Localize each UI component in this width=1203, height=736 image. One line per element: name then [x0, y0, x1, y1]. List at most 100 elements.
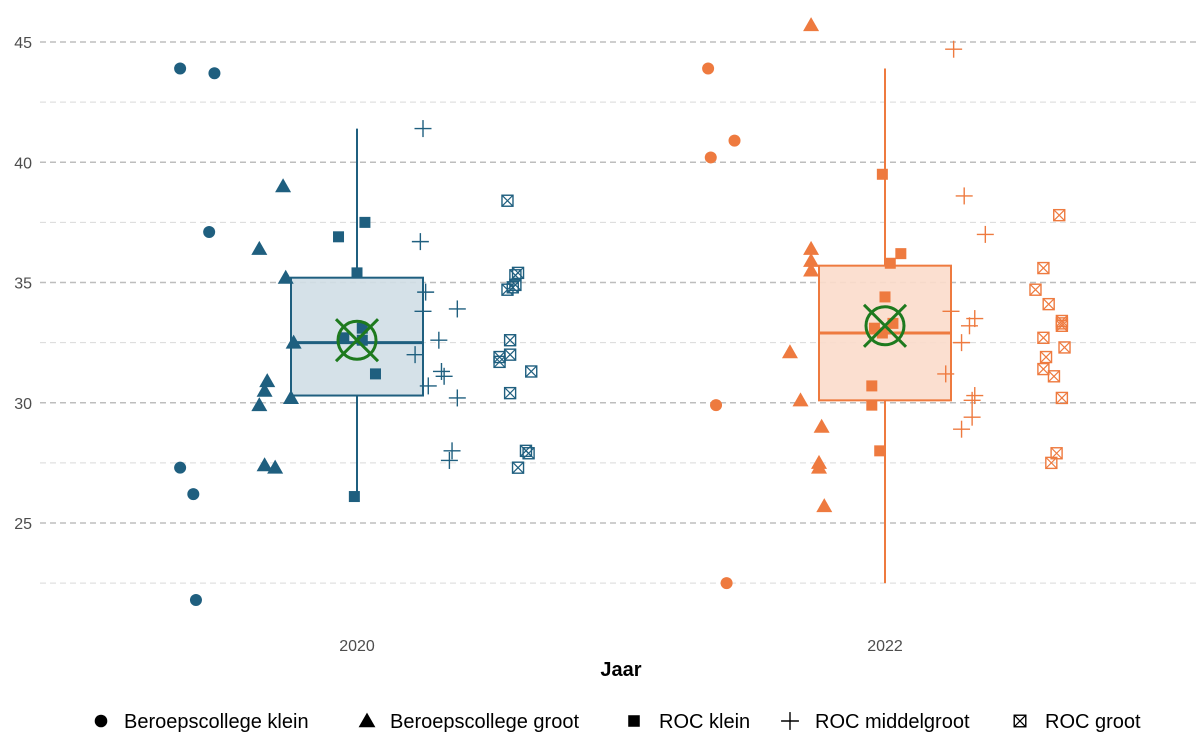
data-point — [811, 459, 827, 474]
data-point — [275, 178, 292, 193]
y-tick-label: 30 — [14, 396, 32, 413]
data-point — [874, 445, 886, 457]
data-point — [884, 257, 896, 269]
data-point — [369, 368, 381, 380]
legend-symbol — [628, 715, 640, 727]
boxplots — [290, 68, 952, 584]
data-point — [866, 380, 878, 392]
data-point — [963, 408, 981, 426]
data-point — [720, 577, 733, 590]
data-point — [338, 332, 350, 344]
data-point — [259, 373, 276, 388]
data-point — [251, 240, 268, 255]
data-point — [503, 348, 517, 361]
boxplot-2020 — [290, 128, 424, 495]
legend-label: ROC klein — [659, 711, 750, 733]
data-point — [251, 397, 268, 412]
data-point — [816, 498, 833, 513]
data-point — [876, 168, 888, 180]
data-point — [803, 240, 820, 255]
legend-label: ROC groot — [1045, 711, 1141, 733]
data-point — [432, 362, 450, 380]
mean-marker-2022 — [862, 303, 908, 348]
data-point — [267, 459, 284, 474]
data-point — [728, 134, 741, 147]
series-beroepscollege-groot — [251, 17, 833, 513]
data-point — [503, 386, 517, 400]
data-point — [1055, 391, 1069, 405]
y-axis-ticks: 25 30 35 40 45 — [14, 35, 32, 533]
data-point — [333, 231, 345, 243]
data-point — [876, 327, 888, 339]
y-tick-label: 35 — [14, 276, 32, 293]
data-point — [1055, 319, 1069, 332]
legend-label: ROC middelgroot — [815, 711, 970, 733]
data-point — [1039, 350, 1053, 364]
legend-item: ROC klein — [628, 711, 750, 733]
data-point — [419, 377, 437, 395]
gridlines — [40, 41, 1198, 584]
data-point — [189, 593, 202, 606]
mean-marker-2020 — [334, 318, 380, 363]
data-point — [1029, 283, 1042, 296]
data-point — [525, 365, 538, 378]
data-point — [976, 225, 994, 243]
legend-symbol — [358, 712, 376, 728]
data-point — [953, 334, 971, 352]
data-point — [174, 461, 187, 474]
y-tick-label: 40 — [14, 155, 32, 172]
data-point — [522, 447, 535, 460]
data-point — [1045, 456, 1058, 470]
x-tick-label: 2020 — [339, 638, 375, 655]
legend-label: Beroepscollege klein — [124, 711, 309, 733]
data-point — [414, 120, 432, 138]
data-point — [174, 62, 187, 75]
data-point — [813, 418, 830, 433]
data-point — [710, 399, 723, 412]
data-point — [351, 267, 363, 279]
data-point — [443, 442, 461, 460]
data-point — [448, 389, 466, 407]
data-point — [430, 331, 448, 349]
legend-item: Beroepscollege groot — [358, 711, 579, 733]
data-point — [955, 187, 973, 205]
data-point — [501, 194, 514, 207]
data-point — [359, 216, 371, 228]
data-point — [1037, 331, 1050, 345]
legend-item: Beroepscollege klein — [94, 711, 309, 733]
x-tick-label: 2022 — [867, 638, 903, 655]
data-point — [256, 457, 273, 472]
data-point — [781, 344, 798, 359]
data-point — [285, 334, 302, 349]
data-point — [963, 391, 981, 409]
series-beroepscollege-klein — [174, 62, 741, 606]
legend-symbol — [94, 714, 108, 728]
data-point — [1037, 261, 1050, 275]
data-point — [511, 461, 525, 474]
data-point — [356, 334, 368, 346]
data-point — [1053, 208, 1066, 222]
data-point — [1055, 317, 1069, 330]
series-roc-klein — [333, 168, 907, 503]
legend: Beroepscollege klein Beroepscollege groot… — [94, 711, 1141, 733]
data-point — [868, 322, 880, 334]
legend-symbol — [1013, 714, 1027, 728]
data-point — [1037, 362, 1050, 376]
data-point — [203, 225, 216, 238]
series-roc-groot — [493, 194, 1071, 474]
data-point — [792, 392, 809, 407]
legend-symbol — [781, 712, 799, 730]
legend-item: ROC groot — [1013, 711, 1141, 733]
data-points — [174, 17, 1071, 606]
data-point — [411, 233, 429, 251]
data-point — [1047, 370, 1061, 383]
data-point — [406, 346, 424, 364]
mean-markers — [334, 303, 908, 363]
data-point — [803, 262, 820, 277]
data-point — [283, 389, 299, 404]
data-point — [704, 151, 717, 164]
data-point — [187, 488, 200, 501]
data-point — [440, 451, 458, 469]
data-point — [953, 420, 971, 438]
